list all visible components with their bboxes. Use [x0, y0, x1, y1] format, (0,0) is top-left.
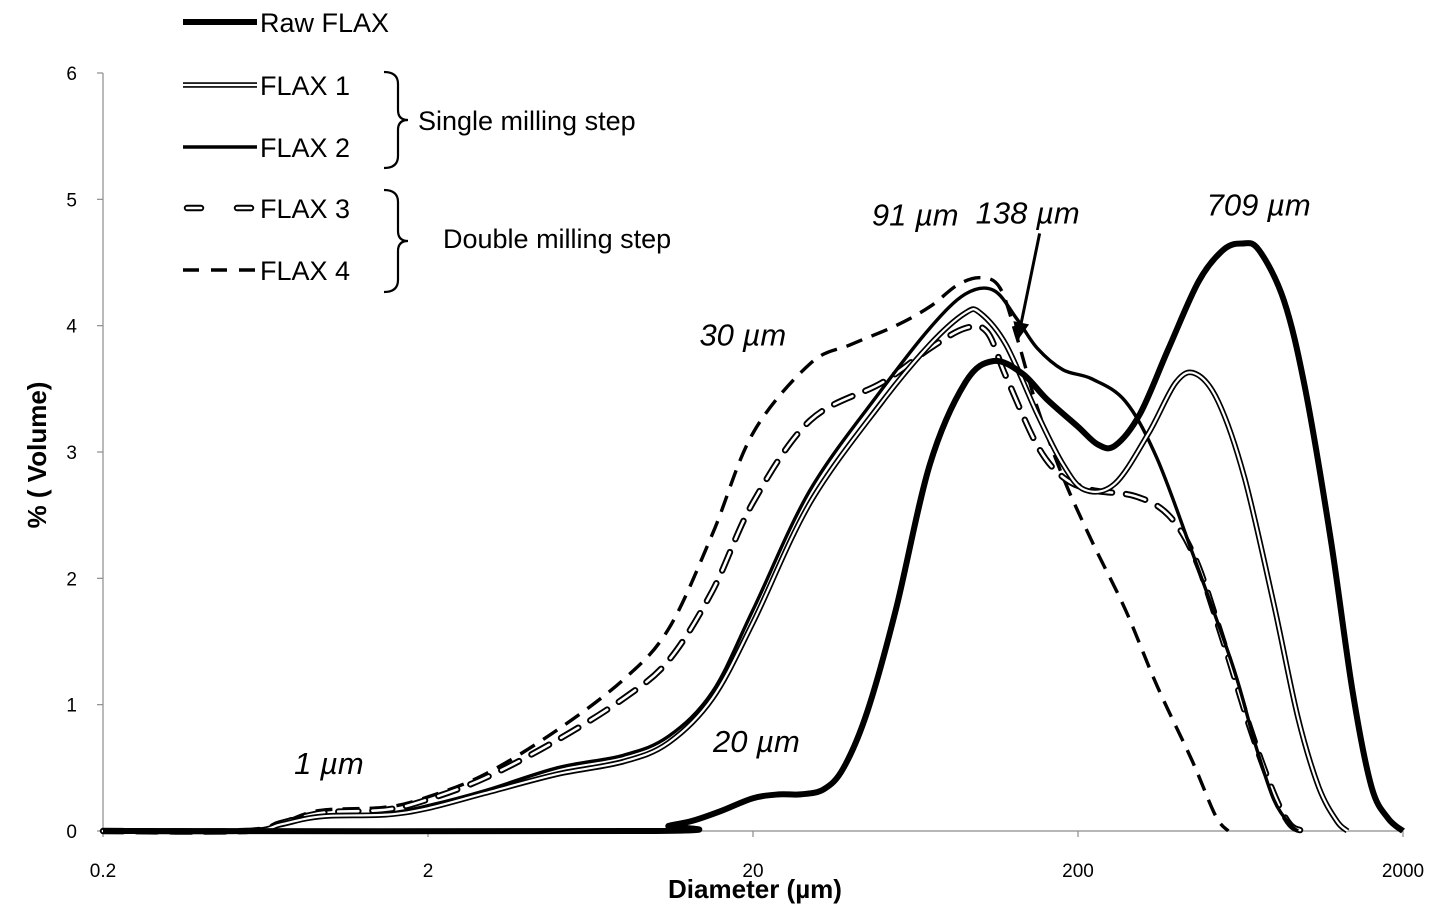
annotation-label: 138 µm — [976, 195, 1080, 230]
annotation-arrow-head — [1013, 321, 1030, 341]
x-tick-label: 2 — [423, 861, 434, 882]
x-tick-label: 2000 — [1382, 861, 1424, 882]
group-brace-single — [383, 70, 409, 170]
annotation-layer: 1 µm 20 µm 30 µm 91 µm 138 µm 709 µm — [294, 188, 1310, 781]
annotation-label: 30 µm — [699, 318, 786, 353]
series-line-flax-1-inner — [102, 308, 1349, 833]
annotation-label: 91 µm — [872, 198, 959, 233]
y-tick-label: 1 — [66, 696, 77, 717]
y-tick-label: 6 — [66, 64, 77, 85]
y-axis-title: % ( Volume) — [22, 382, 52, 529]
legend-item-flax-1: FLAX 1 — [183, 71, 350, 101]
legend-label: FLAX 2 — [260, 133, 350, 163]
annotation-label: 1 µm — [294, 746, 364, 781]
annotation-label: 709 µm — [1207, 188, 1311, 223]
annotation-arrow-line — [1016, 233, 1042, 341]
x-tick-label: 20 — [742, 861, 763, 882]
legend-item-flax-2: FLAX 2 — [183, 133, 350, 163]
y-tick-label: 5 — [66, 190, 77, 211]
legend-item-raw-flax: Raw FLAX — [183, 8, 389, 38]
x-tick-label: 0.2 — [90, 861, 116, 882]
legend-label: FLAX 1 — [260, 71, 350, 101]
y-tick-label: 2 — [66, 569, 77, 590]
group-brace-double — [383, 188, 409, 294]
annotation-label: 20 µm — [712, 724, 800, 759]
series-line-raw-flax — [102, 240, 1405, 835]
legend: Raw FLAX FLAX 1 FLAX 2 FLAX 3 FLAX 4 Single m… — [183, 8, 671, 294]
legend-item-flax-4: FLAX 4 — [183, 256, 350, 286]
legend-item-flax-3: FLAX 3 — [183, 194, 350, 224]
x-tick-label: 200 — [1062, 861, 1094, 882]
y-tick-label: 0 — [66, 822, 77, 843]
legend-group-label: Single milling step — [418, 106, 636, 136]
series-line-flax-4 — [102, 275, 1230, 834]
legend-label: Raw FLAX — [260, 8, 389, 38]
series-flax-4 — [102, 275, 1230, 834]
series-layer — [99, 240, 1405, 835]
chart-axes: 0 1 2 3 4 5 6 0.2 2 20 200 2000 Diameter (µm) % ( Vol… — [22, 64, 1424, 904]
series-raw-flax — [102, 240, 1405, 835]
x-axis-title: Diameter (µm) — [668, 874, 842, 904]
legend-group-label: Double milling step — [443, 224, 671, 254]
series-flax-1 — [102, 306, 1350, 835]
y-tick-label: 4 — [66, 317, 77, 338]
legend-label: FLAX 3 — [260, 194, 350, 224]
legend-label: FLAX 4 — [260, 256, 350, 286]
y-tick-label: 3 — [66, 443, 77, 464]
